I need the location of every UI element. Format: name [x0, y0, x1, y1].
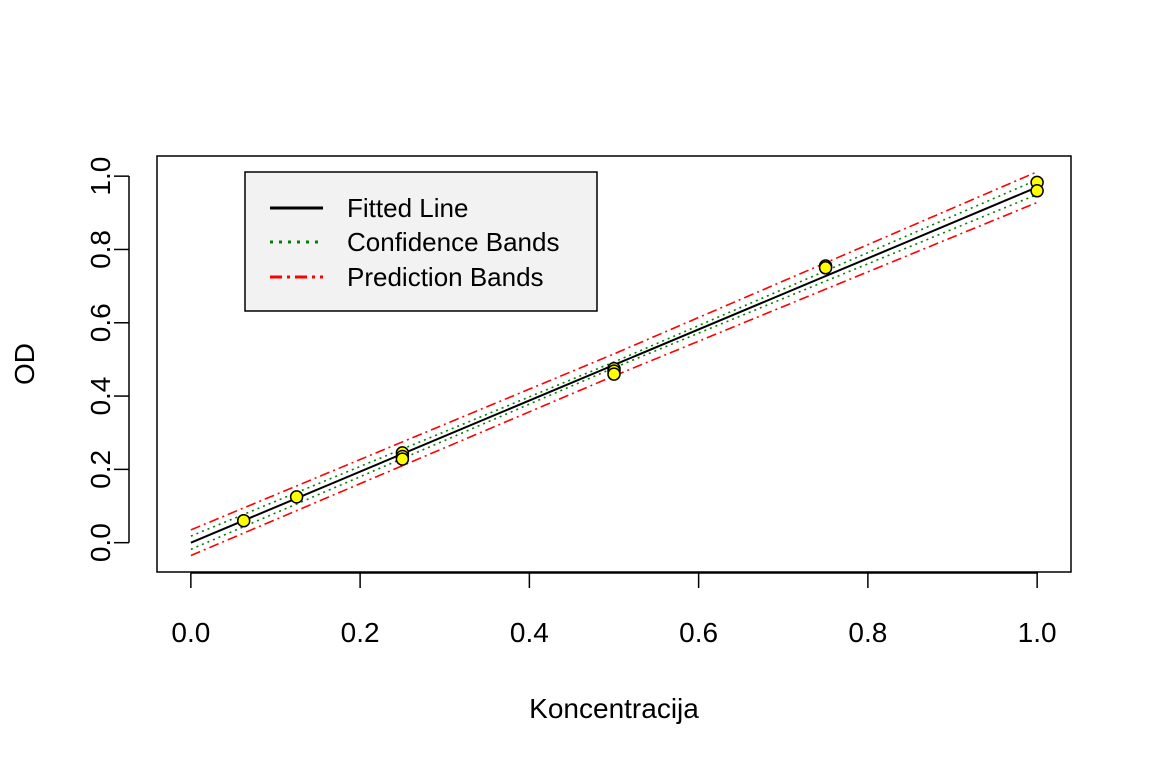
prediction-band-upper: [190, 171, 1038, 531]
x-tick-label: 0.4: [510, 617, 549, 648]
x-tick-label: 0.8: [848, 617, 887, 648]
y-tick-label: 0.0: [85, 523, 116, 562]
y-tick-label: 0.2: [85, 450, 116, 489]
data-point: [236, 513, 251, 528]
y-axis: 0.0 0.2 0.4 0.6 0.8 1.0: [85, 157, 130, 562]
legend-label-fitted-line: Fitted Line: [347, 193, 468, 223]
legend-label-prediction-bands: Prediction Bands: [347, 262, 544, 292]
data-point: [1030, 184, 1044, 198]
data-point: [395, 452, 410, 466]
x-axis-title: Koncentracija: [529, 693, 699, 724]
y-tick-label: 0.6: [85, 303, 116, 342]
x-tick-label: 0.0: [171, 617, 210, 648]
y-tick-label: 1.0: [85, 157, 116, 196]
data-point: [289, 490, 304, 504]
data-point: [818, 261, 833, 275]
x-tick-label: 1.0: [1018, 617, 1057, 648]
legend-box: [244, 171, 598, 312]
data-point: [607, 367, 621, 381]
legend-label-confidence-bands: Confidence Bands: [347, 227, 559, 257]
plot-frame: [156, 155, 1072, 573]
y-axis-title: OD: [9, 343, 40, 385]
legend: Fitted Line Confidence Bands Prediction …: [244, 171, 598, 312]
y-tick-label: 0.8: [85, 230, 116, 269]
plot-content: [190, 171, 1044, 557]
x-tick-label: 0.2: [341, 617, 380, 648]
prediction-band-lower: [190, 201, 1038, 557]
x-axis: 0.0 0.2 0.4 0.6 0.8 1.0: [171, 572, 1057, 648]
x-tick-label: 0.6: [679, 617, 718, 648]
y-tick-label: 0.4: [85, 377, 116, 416]
